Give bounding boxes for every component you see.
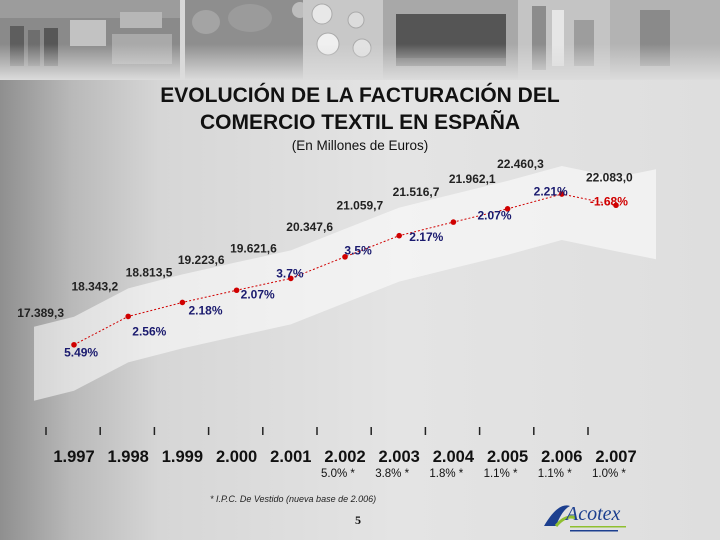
header-photo-strip (0, 0, 720, 80)
value-label: 19.223,6 (178, 253, 225, 267)
x-tick-label: 2.004 (433, 448, 475, 466)
ipc-label: 3.8% * (375, 468, 410, 480)
title-block: EVOLUCIÓN DE LA FACTURACIÓN DEL COMERCIO… (0, 82, 720, 153)
footnote: * I.P.C. De Vestido (nueva base de 2.006… (210, 494, 377, 504)
acotex-logo: Acotex (540, 496, 640, 536)
value-label: 18.343,2 (71, 279, 118, 293)
x-tick-label: 2.003 (379, 448, 420, 466)
ipc-label: 1.0% * (592, 468, 626, 480)
data-point (233, 287, 240, 294)
data-point (288, 275, 294, 282)
growth-label: -1.68% (590, 195, 628, 209)
value-label: 17.389,3 (17, 306, 64, 320)
x-tick-label: 2.005 (487, 448, 528, 466)
data-point (504, 206, 511, 212)
x-tick-label: 2.002 (324, 448, 365, 466)
x-tick-label: 1.998 (108, 448, 149, 466)
chart-title-line-2: COMERCIO TEXTIL EN ESPAÑA (199, 111, 521, 134)
growth-label: 3.5% (344, 243, 372, 257)
value-label: 21.059,7 (336, 199, 383, 213)
value-label: 18.813,5 (126, 265, 173, 279)
growth-label: 5.49% (64, 346, 98, 360)
growth-label: 2.17% (409, 230, 443, 244)
data-point (179, 299, 186, 306)
x-tick-label: 1.999 (162, 448, 203, 466)
data-point (396, 232, 403, 239)
data-point (559, 191, 565, 197)
data-point (342, 254, 348, 260)
value-label: 19.621,6 (230, 241, 277, 255)
x-tick-label: 2.000 (216, 448, 257, 466)
growth-label: 2.21% (534, 184, 568, 198)
data-point (613, 202, 619, 209)
value-label: 21.516,7 (393, 185, 440, 199)
chart-subtitle: (En Millones de Euros) (291, 138, 429, 153)
growth-label: 2.18% (188, 303, 222, 317)
ipc-label: 1.1% * (537, 468, 572, 480)
growth-label: 2.07% (241, 287, 275, 301)
value-label: 20.347,6 (286, 220, 333, 234)
value-label: 22.083,0 (586, 170, 633, 184)
growth-label: 2.07% (477, 208, 511, 222)
ipc-label: 1.8% * (429, 468, 464, 480)
data-point (71, 341, 77, 348)
logo-wordmark: Acotex (564, 503, 621, 525)
data-point (450, 219, 457, 225)
chart-background-band (34, 166, 656, 401)
value-label: 21.962,1 (449, 172, 496, 186)
ipc-label: 1.1% * (483, 468, 518, 480)
page-number: 5 (355, 513, 361, 527)
x-tick-label: 1.997 (53, 448, 94, 466)
value-label: 22.460,3 (497, 157, 544, 171)
x-tick-label: 2.006 (541, 448, 582, 466)
ipc-label: 5.0% * (321, 468, 355, 480)
data-point (125, 313, 131, 320)
chart-title-line-1: EVOLUCIÓN DE LA FACTURACIÓN DEL (160, 84, 560, 107)
growth-label: 3.7% (276, 267, 304, 281)
growth-label: 2.56% (132, 324, 166, 338)
x-tick-label: 2.001 (270, 448, 311, 466)
x-tick-label: 2.007 (595, 448, 636, 466)
